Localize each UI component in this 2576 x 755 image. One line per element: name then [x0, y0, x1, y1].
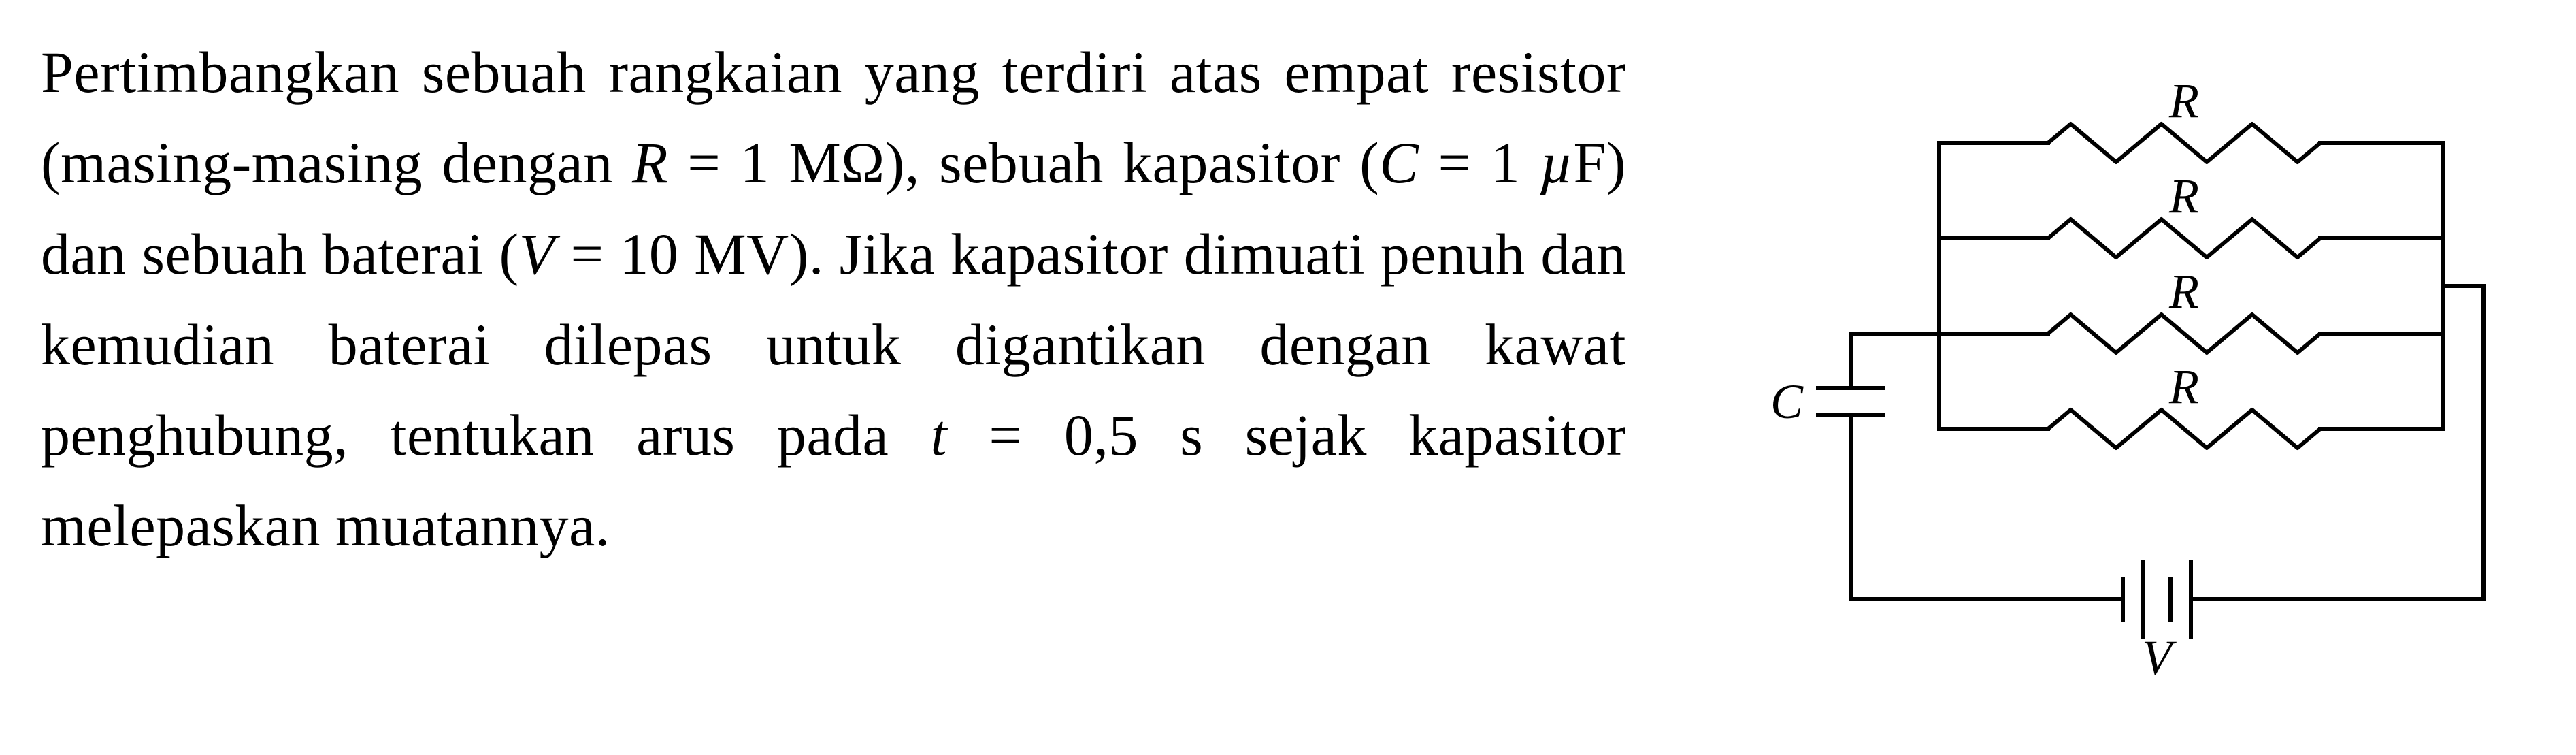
- svg-text:C: C: [1770, 374, 1804, 429]
- circuit-svg: RRRRCV: [1681, 34, 2497, 715]
- svg-text:R: R: [2168, 74, 2199, 128]
- svg-text:R: R: [2168, 359, 2199, 414]
- svg-text:V: V: [2142, 630, 2177, 685]
- problem-body: Pertimbangkan sebuah rangkaian yang terd…: [41, 39, 1626, 558]
- circuit-diagram-region: RRRRCV: [1653, 0, 2576, 755]
- svg-text:R: R: [2168, 169, 2199, 223]
- problem-text: Pertimbangkan sebuah rangkaian yang terd…: [0, 0, 1653, 755]
- svg-text:R: R: [2168, 264, 2199, 319]
